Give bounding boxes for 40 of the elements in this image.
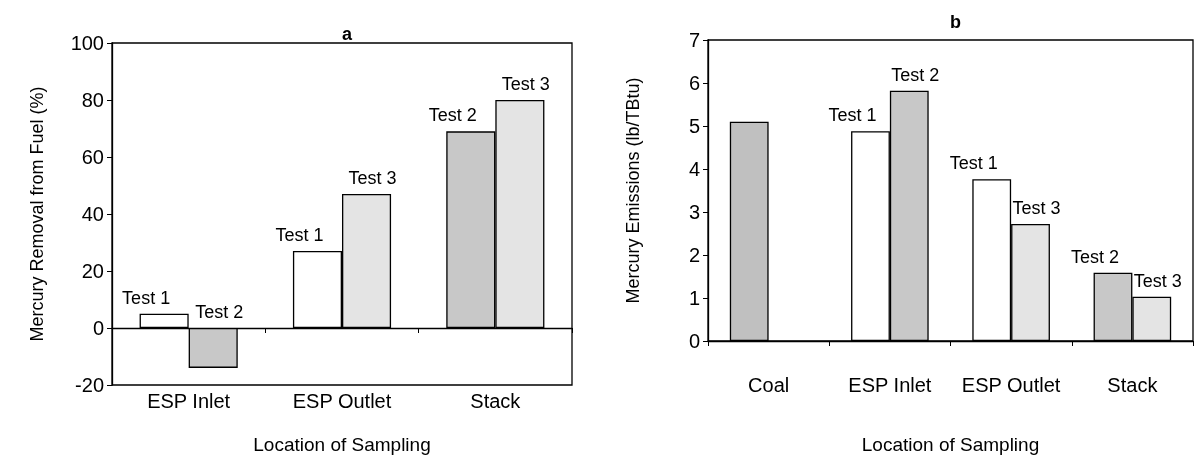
y-tick-label: 4: [688, 158, 700, 180]
y-tick-label: -20: [75, 374, 104, 396]
x-tick-label: ESP Outlet: [292, 390, 392, 412]
x-axis-title: Location of Sampling: [861, 434, 1040, 455]
y-tick-label: 6: [688, 72, 700, 94]
y-tick-label: 0: [688, 330, 700, 352]
y-tick-label: 100: [70, 32, 104, 54]
data-label: Test 1: [949, 153, 998, 174]
y-tick-label: 3: [688, 201, 700, 223]
y-axis-title: Mercury Removal from Fuel (%): [27, 86, 47, 342]
x-axis-title: Location of Sampling: [253, 434, 431, 455]
data-label: Test 3: [501, 74, 550, 94]
x-tick-label: Stack: [1107, 374, 1159, 396]
data-label: Test 3: [1012, 198, 1061, 219]
y-tick-label: 0: [92, 317, 104, 339]
y-tick-label: 7: [688, 29, 700, 51]
y-axis-title: Mercury Emissions (lb/TBtu): [623, 77, 643, 304]
data-label: Test 1: [122, 287, 171, 308]
y-tick-label: 60: [81, 146, 104, 168]
y-tick-label: 20: [81, 260, 104, 282]
data-label: Test 1: [828, 105, 877, 126]
chart-title: a: [341, 24, 353, 44]
x-tick-label: ESP Inlet: [147, 390, 231, 412]
x-tick-label: Stack: [470, 390, 522, 412]
data-label: Test 2: [891, 64, 940, 85]
data-label: Test 3: [1133, 270, 1182, 291]
y-tick-label: 80: [81, 89, 104, 111]
y-tick-label: 1: [688, 287, 700, 309]
y-tick-label: 5: [688, 115, 700, 137]
data-label: Test 2: [428, 105, 477, 126]
chart-title: b: [950, 12, 961, 32]
x-tick-label: ESP Outlet: [961, 374, 1061, 396]
data-label: Test 2: [195, 302, 244, 322]
data-label: Test 3: [348, 168, 397, 189]
data-label: Test 1: [275, 225, 324, 246]
x-tick-label: ESP Inlet: [848, 374, 932, 396]
x-tick-label: Coal: [748, 374, 790, 396]
data-label: Test 2: [1070, 246, 1119, 267]
y-tick-label: 40: [81, 203, 104, 225]
y-tick-label: 2: [688, 244, 700, 266]
